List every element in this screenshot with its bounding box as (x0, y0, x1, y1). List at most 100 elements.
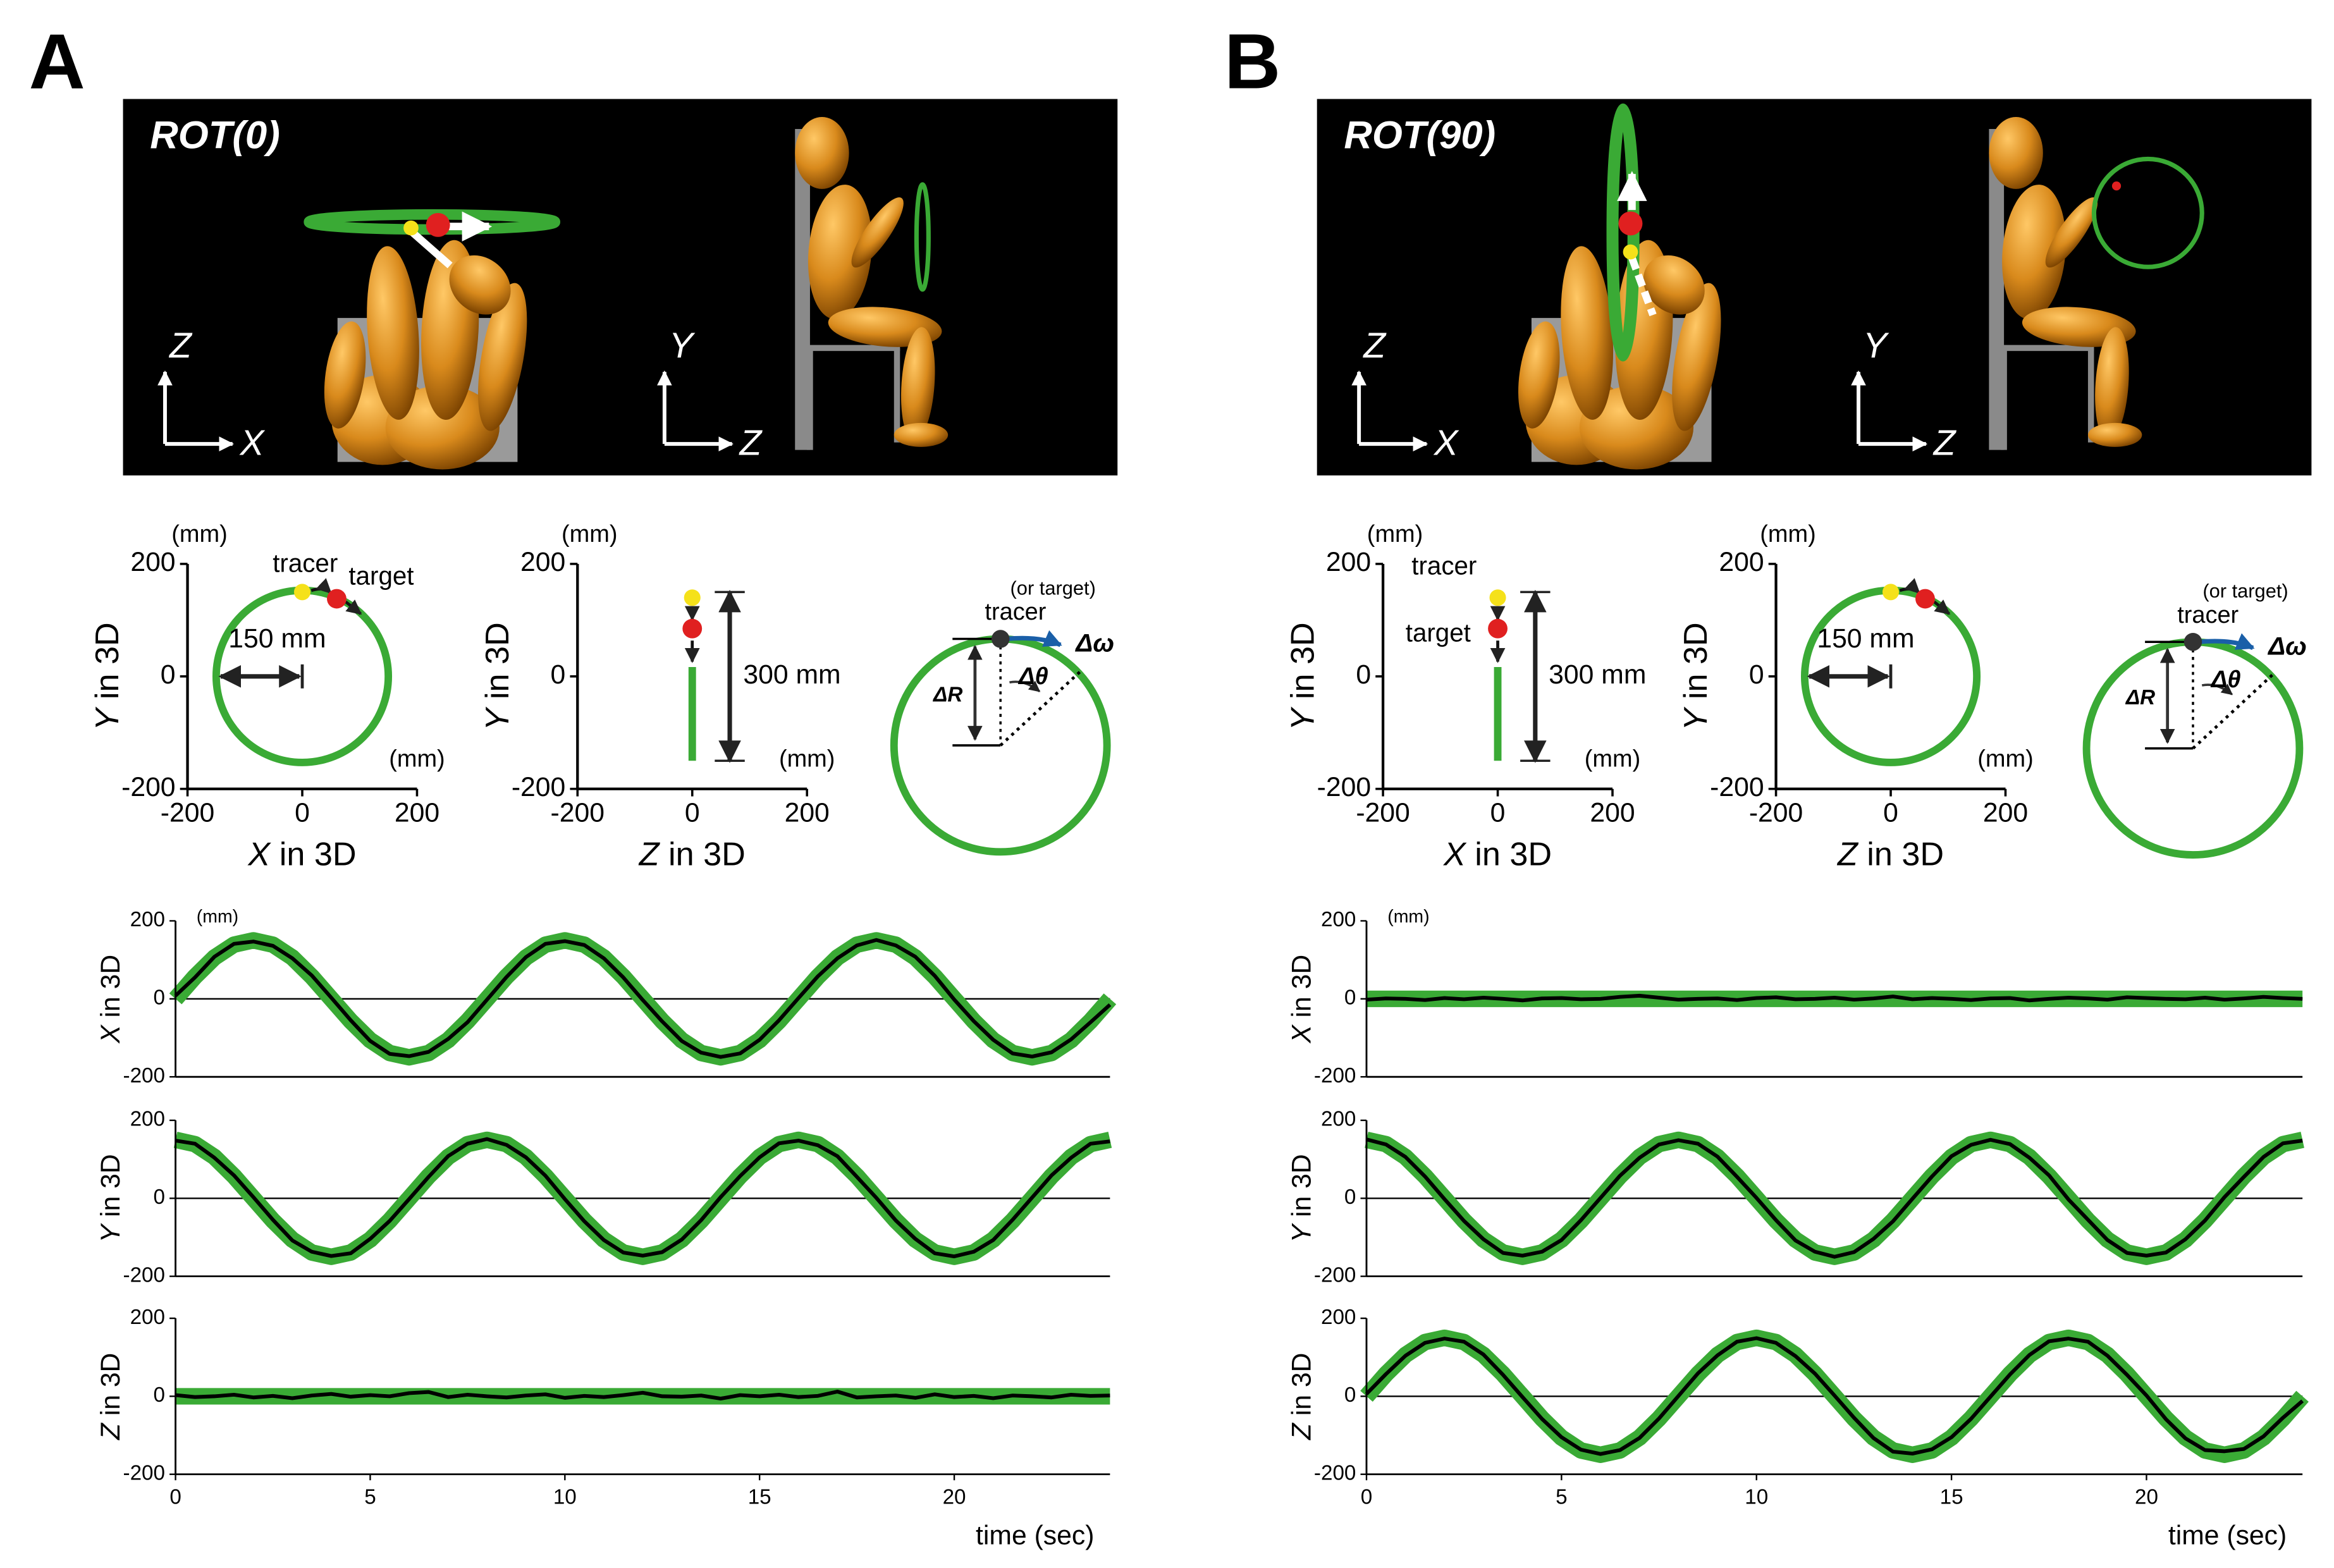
y-tick-label: 0 (1344, 1383, 1356, 1407)
x-tick-label: 200 (1590, 797, 1635, 828)
axis-glyph-label: X (1433, 423, 1459, 463)
y-tick-label: -200 (123, 1064, 165, 1087)
y-tick-label: 200 (1321, 1108, 1356, 1131)
x-tick-label: 0 (295, 797, 310, 828)
y-tick-label: -200 (1314, 1462, 1356, 1485)
annotation: 300 mm (1549, 659, 1646, 690)
y-axis-label: Y in 3D (479, 622, 516, 730)
y-tick-label: 0 (161, 659, 176, 690)
x-tick-label: 15 (748, 1485, 771, 1509)
mannequin-part (1643, 255, 1705, 315)
schematic-point-label: tracer (2177, 602, 2239, 628)
schematic-line (2192, 672, 2275, 750)
mannequin-part (1561, 246, 1614, 420)
x-tick-label: -200 (1749, 797, 1803, 828)
schematic-label: Δθ (1017, 663, 1048, 690)
target-point (682, 618, 703, 639)
target-dot (1618, 211, 1643, 236)
x-tick-label: 5 (364, 1485, 376, 1509)
x-tick-label: 200 (785, 797, 830, 828)
mannequin-part (1989, 117, 2043, 189)
y-tick-label: 0 (1749, 659, 1764, 690)
target-point (327, 589, 347, 609)
y-axis-label: X in 3D (95, 955, 126, 1044)
axis-glyph-label: Z (738, 423, 763, 463)
mannequin-part (367, 246, 419, 420)
schematic-arrow (1009, 680, 1041, 692)
panel-label: A (29, 18, 85, 105)
tracer-dot (1623, 244, 1638, 260)
y-unit: (mm) (1760, 521, 1815, 548)
scene-title: ROT(90) (1344, 114, 1496, 157)
motion-arrow (1899, 578, 1920, 594)
x-unit: (mm) (1977, 746, 2033, 773)
schematic-label: Δθ (2210, 666, 2241, 693)
panel-label: B (1224, 18, 1281, 105)
schematic-line (999, 669, 1083, 747)
y-tick-label: 200 (1719, 547, 1764, 577)
x-tick-label: 20 (943, 1485, 966, 1509)
chair-back (795, 128, 810, 450)
axis-glyph-label: Z (168, 325, 193, 365)
hand-rod (1628, 256, 1657, 317)
mannequin-part (900, 327, 935, 441)
x-tick-label: -200 (551, 797, 605, 828)
y-axis-label: Y in 3D (1287, 1154, 1317, 1242)
schematic-arrow (2199, 633, 2255, 651)
y-tick-label: 200 (130, 547, 175, 577)
y-tick-label: 0 (153, 986, 164, 1010)
mannequin-part (2087, 422, 2142, 447)
x-tick-label: 0 (1883, 797, 1898, 828)
y-axis-label: X in 3D (1287, 955, 1317, 1044)
y-unit: (mm) (562, 521, 617, 548)
annotation: 150 mm (228, 623, 326, 654)
y-unit: (mm) (197, 907, 238, 927)
x-tick-label: 0 (1490, 797, 1506, 828)
hand-rod (410, 230, 453, 269)
tracer-trace (1366, 993, 2303, 1003)
x-unit: (mm) (779, 746, 835, 773)
schematic-point-label: tracer (985, 599, 1046, 625)
tracer-label: tracer (1411, 551, 1477, 580)
target-point (1488, 618, 1508, 639)
scene-background (123, 99, 1118, 475)
schematic-point (991, 630, 1010, 648)
x-tick-label: 200 (395, 797, 439, 828)
target-point (1915, 589, 1935, 609)
y-tick-label: -200 (1314, 1263, 1356, 1287)
y-tick-label: -200 (123, 1263, 165, 1287)
mannequin-part (478, 283, 527, 431)
target-label: target (1406, 618, 1471, 647)
y-tick-label: 0 (1344, 986, 1356, 1010)
mannequin-part (324, 321, 366, 429)
mannequin-part (808, 185, 872, 319)
tracer-trace (1366, 1137, 2303, 1259)
x-axis-label: Z in 3D (638, 836, 746, 873)
y-tick-label: 0 (551, 659, 566, 690)
schematic-label: ΔR (2125, 686, 2155, 709)
x-tick-label: 0 (169, 1485, 181, 1509)
y-tick-label: 0 (153, 1383, 164, 1407)
tracer-dot (403, 220, 419, 236)
y-tick-label: -200 (1317, 772, 1371, 802)
tracer-point (1882, 584, 1900, 601)
motion-arrow (345, 599, 362, 615)
mannequin-part (2095, 327, 2129, 441)
y-tick-label: 0 (1356, 659, 1371, 690)
tracer-point (293, 584, 311, 601)
schematic-arrow (1006, 630, 1062, 647)
mannequin-part (894, 422, 949, 447)
motion-arrow (310, 578, 332, 594)
mannequin-part (1579, 385, 1694, 470)
schematic-label: Δω (1074, 628, 1114, 658)
x-axis-label: Z in 3D (1836, 836, 1944, 873)
scene-title: ROT(0) (150, 114, 280, 157)
x-axis-label: X in 3D (1443, 836, 1552, 873)
axis-glyph-label: Z (1362, 325, 1387, 365)
y-unit: (mm) (171, 521, 227, 548)
mannequin-part (449, 255, 511, 315)
tracer-label: tracer (273, 548, 338, 577)
annotation: 150 mm (1817, 623, 1914, 654)
y-unit: (mm) (1387, 907, 1429, 927)
axis-glyph-label: Y (669, 325, 696, 365)
